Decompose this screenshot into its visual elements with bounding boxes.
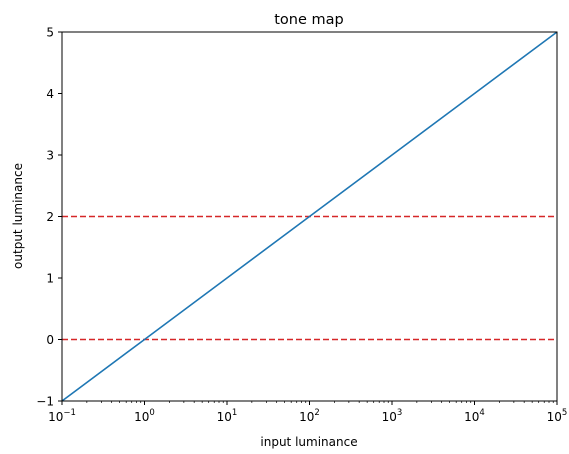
chart-title: tone map: [274, 12, 344, 28]
y-tick-label: 4: [46, 87, 54, 101]
x-tick-label: 100: [134, 408, 155, 424]
x-tick-label: 105: [547, 408, 568, 424]
x-tick-label: 101: [217, 408, 238, 424]
series-line-0: [61, 31, 558, 402]
x-axis-label: input luminance: [260, 435, 357, 449]
x-tick-label: 104: [464, 408, 485, 424]
x-tick-label: 10−1: [48, 408, 76, 424]
y-axis-label: output luminance: [11, 163, 25, 269]
x-tick-label: 102: [299, 408, 320, 424]
y-tick-label: 1: [46, 272, 54, 286]
y-tick-label: 3: [46, 149, 54, 163]
y-tick-label: 2: [46, 210, 54, 224]
y-tick-label: 5: [46, 26, 54, 40]
plot-content: [61, 31, 558, 402]
y-tick-label: −1: [36, 395, 54, 409]
x-axis: 10−1 100 101 102 103 104 105: [48, 401, 567, 424]
y-axis: −1 0 1 2 3 4 5: [36, 26, 62, 409]
y-tick-label: 0: [46, 333, 54, 347]
x-tick-label: 103: [382, 408, 403, 424]
